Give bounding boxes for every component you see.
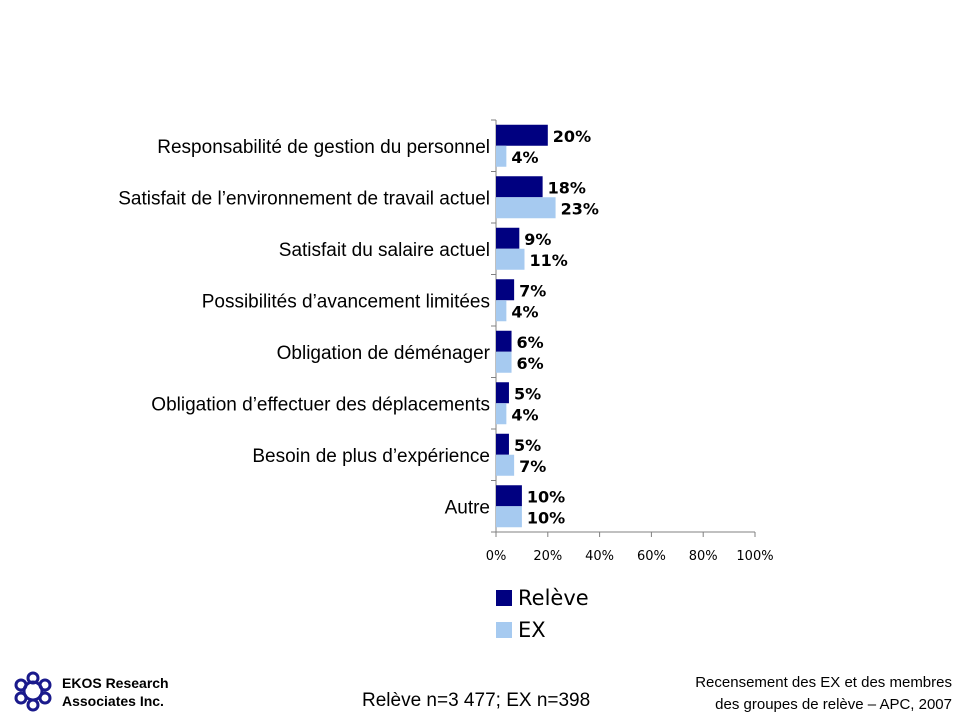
bar-releve [496,279,515,301]
x-tick-label: 20% [533,549,562,564]
company-name: EKOS Research Associates Inc. [62,674,169,710]
legend-item-releve: Relève [496,582,589,614]
data-label: 4% [511,148,538,167]
bar-releve [496,382,509,404]
data-label: 5% [514,436,541,455]
data-label: 20% [553,127,591,146]
data-label: 10% [527,487,565,506]
x-tick-label: 80% [689,549,718,564]
bar-ex [496,506,522,528]
x-tick-label: 100% [736,549,773,564]
category-label: Autre [445,497,490,518]
data-label: 6% [517,354,544,373]
bar-releve [496,330,512,352]
category-label: Satisfait de l’environnement de travail … [118,188,490,209]
data-label: 5% [514,384,541,403]
legend-swatch-releve [496,590,512,606]
category-label: Responsabilité de gestion du personnel [157,137,490,158]
bar-ex [496,300,507,322]
x-tick-label: 40% [585,549,614,564]
category-label: Possibilités d’avancement limitées [202,291,490,312]
category-label: Obligation de déménager [277,343,491,364]
bar-chart: 0% 20% 40% 60% 80% 100% Responsabilité de gest… [118,119,774,564]
data-label: 23% [561,199,599,218]
bar-ex [496,145,507,167]
legend: Relève EX [496,582,589,646]
bar-releve [496,176,543,198]
bar-ex [496,454,515,476]
bar-ex [496,197,556,219]
data-label: 10% [527,508,565,527]
legend-item-ex: EX [496,614,589,646]
source-note: Recensement des EX et des membres des gr… [695,672,952,716]
company-line-2: Associates Inc. [62,693,164,709]
data-label: 7% [519,457,546,476]
source-line-1: Recensement des EX et des membres [695,674,952,691]
bar-ex [496,351,512,373]
bar-releve [496,485,522,507]
category-label: Besoin de plus d’expérience [252,446,490,467]
ekos-logo-icon [14,671,52,712]
category-label: Satisfait du salaire actuel [279,240,490,261]
data-label: 4% [511,302,538,321]
company-line-1: EKOS Research [62,675,169,691]
bar-ex [496,248,525,270]
data-label: 6% [517,333,544,352]
data-label: 4% [511,405,538,424]
bar-ex [496,403,507,425]
data-label: 9% [524,230,551,249]
legend-label-releve: Relève [518,586,589,610]
legend-label-ex: EX [518,618,546,642]
bar-releve [496,433,509,455]
legend-swatch-ex [496,622,512,638]
data-label: 11% [529,251,567,270]
source-line-2: des groupes de relève – APC, 2007 [715,696,952,713]
sample-size-note: Relève n=3 477; EX n=398 [362,690,591,711]
data-label: 18% [548,178,586,197]
bar-releve [496,124,548,146]
x-tick-label: 0% [486,549,507,564]
x-tick-label: 60% [637,549,666,564]
bar-releve [496,227,520,249]
data-label: 7% [519,281,546,300]
category-label: Obligation d’effectuer des déplacements [151,394,490,415]
